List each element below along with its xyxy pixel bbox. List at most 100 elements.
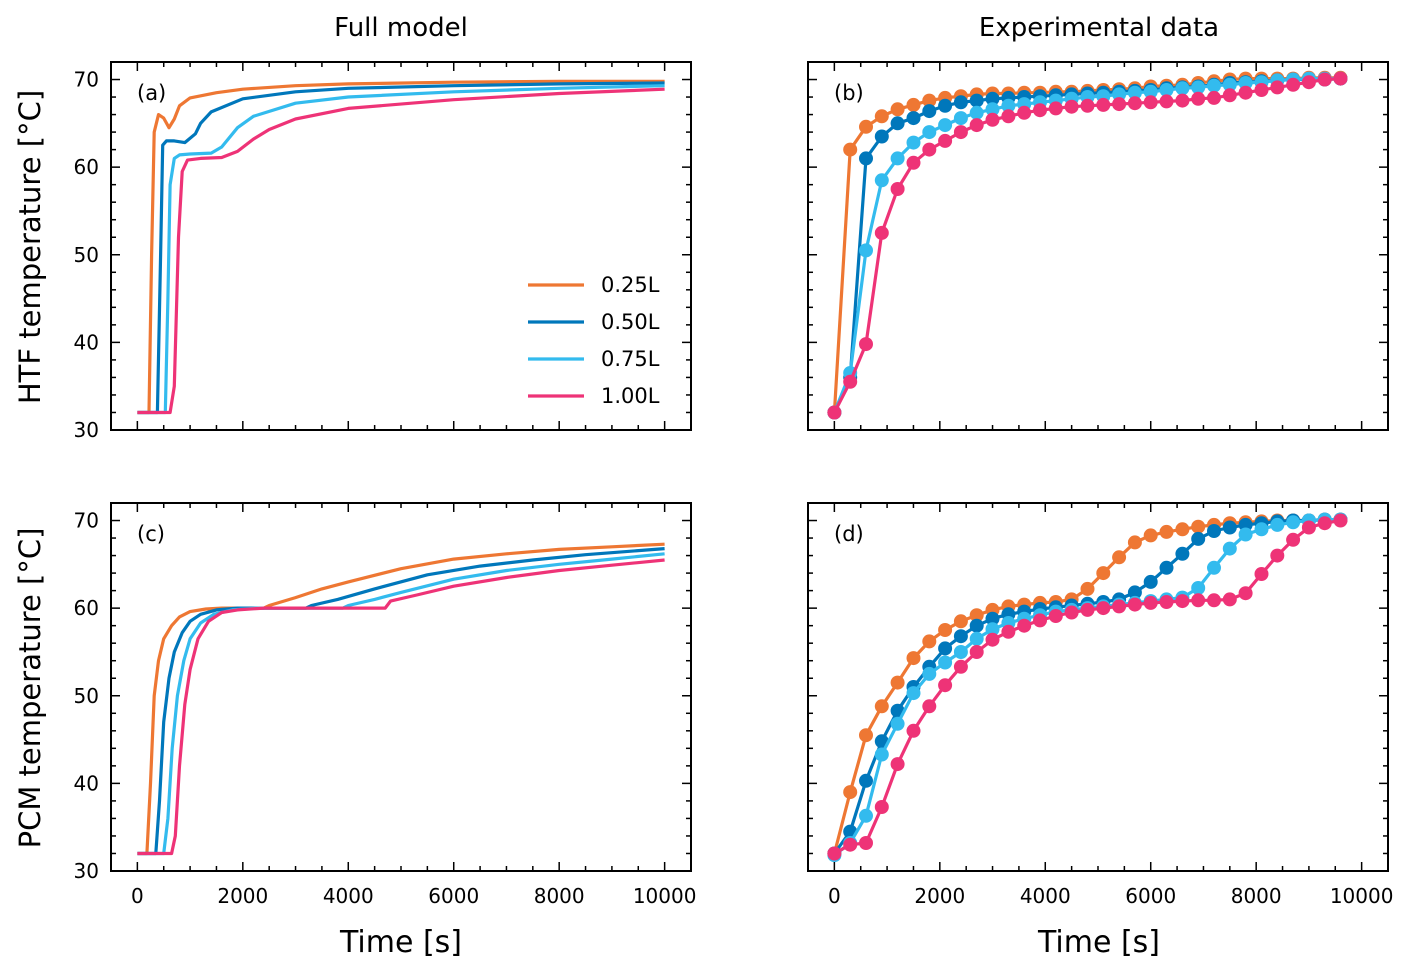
data-point-1.00L [1238, 85, 1253, 100]
data-point-0.75L [922, 125, 937, 140]
data-point-0.50L [953, 629, 968, 644]
data-point-0.50L [1143, 574, 1158, 589]
data-point-0.75L [1222, 541, 1237, 556]
data-point-1.00L [1175, 93, 1190, 108]
series-line-1.00L [137, 558, 665, 856]
data-point-0.25L [1175, 522, 1190, 537]
data-point-1.00L [1017, 618, 1032, 633]
panel-b: (b) [807, 61, 1389, 431]
data-point-1.00L [1301, 520, 1316, 535]
data-point-1.00L [890, 182, 905, 196]
data-point-1.00L [1112, 97, 1127, 112]
series-line-0.50L [137, 547, 665, 856]
series-line-0.50L [137, 81, 665, 415]
data-point-0.25L [859, 119, 873, 134]
data-point-0.25L [843, 785, 858, 800]
data-point-1.00L [874, 800, 889, 814]
data-point-1.00L [1017, 105, 1032, 120]
data-point-1.00L [938, 678, 953, 693]
data-point-1.00L [1222, 592, 1237, 607]
series-line-0.25L [137, 542, 665, 856]
data-point-1.00L [827, 846, 842, 861]
data-point-1.00L [859, 836, 873, 850]
data-point-0.75L [859, 243, 873, 258]
data-point-1.00L [1317, 72, 1332, 87]
data-point-1.00L [922, 699, 937, 714]
data-point-0.75L [1175, 81, 1190, 96]
legend: 0.25L 0.50L 0.75L 1.00L [528, 273, 660, 408]
data-point-0.75L [1238, 76, 1253, 90]
data-point-0.25L [1191, 519, 1206, 534]
data-point-0.50L [969, 93, 984, 108]
data-point-1.00L [1096, 97, 1111, 112]
data-point-0.75L [1207, 78, 1221, 93]
data-point-1.00L [874, 225, 889, 240]
data-point-0.75L [969, 631, 984, 646]
data-point-0.75L [985, 622, 1000, 637]
data-point-0.50L [985, 91, 1000, 106]
x-tick-label: 6000 [428, 884, 479, 908]
data-point-0.75L [1112, 87, 1127, 102]
x-tick-label: 4000 [1020, 884, 1071, 908]
data-point-0.75L [906, 686, 921, 701]
data-point-0.75L [953, 111, 968, 126]
data-point-1.00L [969, 118, 984, 133]
x-tick-label: 2000 [914, 884, 965, 908]
data-point-0.25L [890, 675, 905, 690]
data-point-1.00L [859, 337, 873, 352]
data-point-0.50L [890, 116, 905, 131]
data-point-0.75L [1238, 527, 1253, 542]
data-point-0.75L [953, 645, 968, 659]
data-point-0.50L [953, 95, 968, 110]
data-point-0.75L [859, 808, 873, 823]
data-point-0.75L [938, 118, 953, 133]
plot-frame [110, 61, 692, 431]
data-point-1.00L [906, 723, 921, 738]
data-point-1.00L [969, 645, 984, 659]
data-point-0.75L [1143, 84, 1158, 99]
x-tick-label: 0 [828, 884, 841, 908]
data-point-1.00L [1270, 548, 1285, 563]
data-point-0.50L [922, 104, 937, 119]
data-point-1.00L [1301, 75, 1316, 90]
data-point-0.75L [1222, 77, 1237, 92]
data-point-1.00L [1033, 103, 1047, 118]
y-tick-label: 30 [74, 859, 99, 883]
data-point-0.25L [1143, 528, 1158, 543]
data-point-0.25L [859, 728, 873, 743]
data-point-0.25L [874, 699, 889, 714]
data-point-1.00L [1080, 98, 1095, 113]
panel-d: 0 2000 4000 6000 8000 10000 (d) [807, 502, 1393, 908]
data-point-1.00L [1112, 599, 1127, 614]
data-point-0.50L [859, 773, 873, 788]
data-point-1.00L [1207, 90, 1221, 105]
y-tick-label: 60 [74, 155, 99, 179]
data-point-1.00L [1207, 593, 1221, 608]
data-point-0.75L [1001, 98, 1016, 113]
data-point-1.00L [1080, 602, 1095, 617]
data-point-1.00L [1159, 94, 1174, 109]
data-point-0.50L [938, 641, 953, 656]
data-point-0.25L [1112, 550, 1127, 565]
x-tick-label: 10000 [633, 884, 697, 908]
data-point-0.25L [843, 142, 858, 157]
data-point-1.00L [1333, 71, 1348, 86]
data-point-0.25L [1096, 566, 1111, 581]
data-point-1.00L [1238, 586, 1253, 601]
y-tick-label: 40 [74, 771, 99, 795]
data-point-1.00L [1159, 595, 1174, 609]
data-point-0.75L [1207, 560, 1221, 575]
data-point-0.75L [938, 655, 953, 670]
data-point-1.00L [922, 142, 937, 157]
data-point-0.50L [859, 151, 873, 166]
data-point-0.75L [1191, 80, 1206, 95]
data-point-0.75L [874, 173, 889, 188]
legend-label-0.50L: 0.50L [601, 310, 660, 334]
data-point-0.50L [1175, 546, 1190, 561]
panel-c: 0 2000 4000 6000 8000 10000 30 40 50 60 70 (c) [74, 502, 697, 908]
data-point-0.50L [1207, 524, 1221, 538]
x-axis-label-right: Time [s] [1037, 925, 1160, 960]
data-point-0.75L [1270, 517, 1285, 532]
data-point-0.25L [906, 97, 921, 112]
